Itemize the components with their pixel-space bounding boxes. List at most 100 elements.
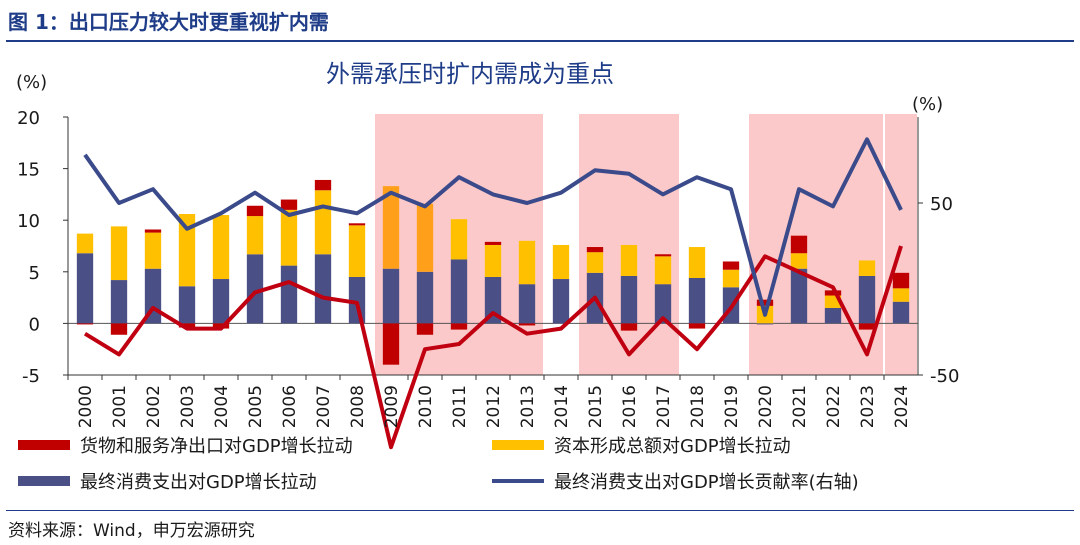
bar-consumption bbox=[76, 253, 94, 324]
bar-capital-formation bbox=[212, 215, 230, 280]
x-tick-label: 2009 bbox=[382, 385, 402, 428]
bar-consumption bbox=[280, 265, 298, 324]
x-tick-label: 2010 bbox=[416, 385, 436, 428]
bar-net-export bbox=[246, 205, 264, 217]
bar-capital-formation bbox=[246, 216, 264, 255]
x-tick-label: 2024 bbox=[892, 385, 912, 428]
x-tick-label: 2007 bbox=[314, 385, 334, 428]
bar-capital-formation bbox=[552, 244, 570, 280]
bar-capital-formation bbox=[722, 269, 740, 288]
bar-capital-formation bbox=[790, 253, 808, 269]
bar-consumption bbox=[790, 268, 808, 324]
x-tick-label: 2000 bbox=[76, 385, 96, 428]
y-right-tick-label: 50 bbox=[930, 194, 953, 215]
bar-consumption bbox=[246, 254, 264, 324]
figure-header: 图 1：出口压力较大时更重视扩内需 bbox=[6, 4, 1074, 42]
x-tick-label: 2016 bbox=[620, 385, 640, 428]
bar-consumption bbox=[824, 307, 842, 324]
x-tick-label: 2014 bbox=[552, 385, 572, 428]
bar-capital-formation bbox=[586, 252, 604, 273]
bar-capital-formation bbox=[858, 260, 876, 276]
bar-consumption bbox=[416, 271, 434, 324]
legend: 货物和服务净出口对GDP增长拉动 资本形成总额对GDP增长拉动最终消费支出对GDP… bbox=[18, 436, 859, 493]
x-tick-label: 2011 bbox=[450, 385, 470, 428]
bar-net-export bbox=[892, 272, 910, 289]
bar-capital-formation bbox=[76, 233, 94, 254]
bar-consumption bbox=[688, 277, 706, 324]
figure-title: 图 1：出口压力较大时更重视扩内需 bbox=[8, 10, 329, 34]
x-tick-label: 2008 bbox=[348, 385, 368, 428]
bar-consumption bbox=[110, 280, 128, 324]
bar-net-export bbox=[790, 235, 808, 254]
chart-title: 外需承压时扩内需成为重点 bbox=[326, 60, 614, 88]
bar-net-export bbox=[382, 323, 400, 365]
x-tick-label: 2006 bbox=[280, 385, 300, 428]
legend-label: 最终消费支出对GDP增长拉动 bbox=[80, 472, 317, 493]
bar-net-export bbox=[620, 323, 638, 331]
x-tick-label: 2001 bbox=[110, 385, 130, 428]
bar-consumption bbox=[620, 275, 638, 324]
bar-consumption bbox=[212, 279, 230, 324]
bar-net-export bbox=[416, 323, 434, 335]
x-tick-label: 2004 bbox=[212, 385, 232, 428]
shaded-period-2015 bbox=[579, 114, 679, 375]
y-left-unit: (%) bbox=[16, 72, 47, 93]
bar-consumption bbox=[892, 301, 910, 324]
line-net-export bbox=[83, 245, 903, 450]
bar-capital-formation bbox=[314, 190, 332, 255]
y-left-tick-label: 20 bbox=[17, 108, 40, 129]
x-tick-label: 2013 bbox=[518, 385, 538, 428]
bar-capital-formation bbox=[280, 209, 298, 266]
bar-consumption bbox=[484, 276, 502, 324]
bar-net-export bbox=[688, 323, 706, 329]
legend-swatch bbox=[18, 476, 70, 486]
bar-capital-formation bbox=[110, 226, 128, 281]
bar-capital-formation bbox=[382, 186, 400, 269]
bar-net-export bbox=[280, 199, 298, 210]
shaded-period-2024 bbox=[885, 114, 917, 375]
x-tick-label: 2002 bbox=[144, 385, 164, 428]
bar-consumption bbox=[518, 284, 536, 324]
x-tick-label: 2017 bbox=[654, 385, 674, 428]
y-left-tick-label: 15 bbox=[17, 160, 40, 181]
bar-capital-formation bbox=[416, 203, 434, 272]
x-tick-label: 2018 bbox=[688, 385, 708, 428]
legend-label: 货物和服务净出口对GDP增长拉动 bbox=[80, 436, 353, 457]
bar-capital-formation bbox=[518, 240, 536, 285]
bar-net-export bbox=[518, 323, 536, 326]
y-right-unit: (%) bbox=[912, 94, 943, 115]
source-divider bbox=[6, 510, 1074, 511]
shaded-period-2020 bbox=[749, 114, 883, 375]
bar-net-export bbox=[484, 241, 502, 245]
bar-net-export bbox=[450, 323, 468, 330]
y-left-tick-label: 0 bbox=[29, 314, 40, 335]
bar-net-export bbox=[756, 299, 774, 306]
y-right-tick-label: -50 bbox=[930, 366, 959, 387]
lines bbox=[83, 137, 903, 450]
y-left-tick-label: -5 bbox=[22, 366, 40, 387]
bar-net-export bbox=[348, 223, 366, 226]
bar-capital-formation bbox=[450, 219, 468, 260]
bar-net-export bbox=[144, 229, 162, 233]
bar-capital-formation bbox=[144, 232, 162, 269]
bar-capital-formation bbox=[484, 244, 502, 277]
bar-net-export bbox=[722, 261, 740, 270]
bar-consumption bbox=[552, 279, 570, 324]
x-tick-label: 2020 bbox=[756, 385, 776, 428]
bar-consumption bbox=[178, 286, 196, 324]
legend-swatch bbox=[492, 440, 544, 450]
shaded-periods bbox=[375, 114, 917, 375]
bar-capital-formation bbox=[348, 225, 366, 277]
bar-net-export bbox=[178, 323, 196, 328]
bar-capital-formation bbox=[688, 247, 706, 278]
legend-label: 资本形成总额对GDP增长拉动 bbox=[554, 436, 791, 457]
x-tick-label: 2021 bbox=[790, 385, 810, 428]
x-tick-label: 2022 bbox=[824, 385, 844, 428]
x-tick-label: 2019 bbox=[722, 385, 742, 428]
bar-consumption bbox=[382, 268, 400, 324]
bar-net-export bbox=[314, 179, 332, 191]
x-tick-label: 2012 bbox=[484, 385, 504, 428]
bar-capital-formation bbox=[620, 244, 638, 276]
